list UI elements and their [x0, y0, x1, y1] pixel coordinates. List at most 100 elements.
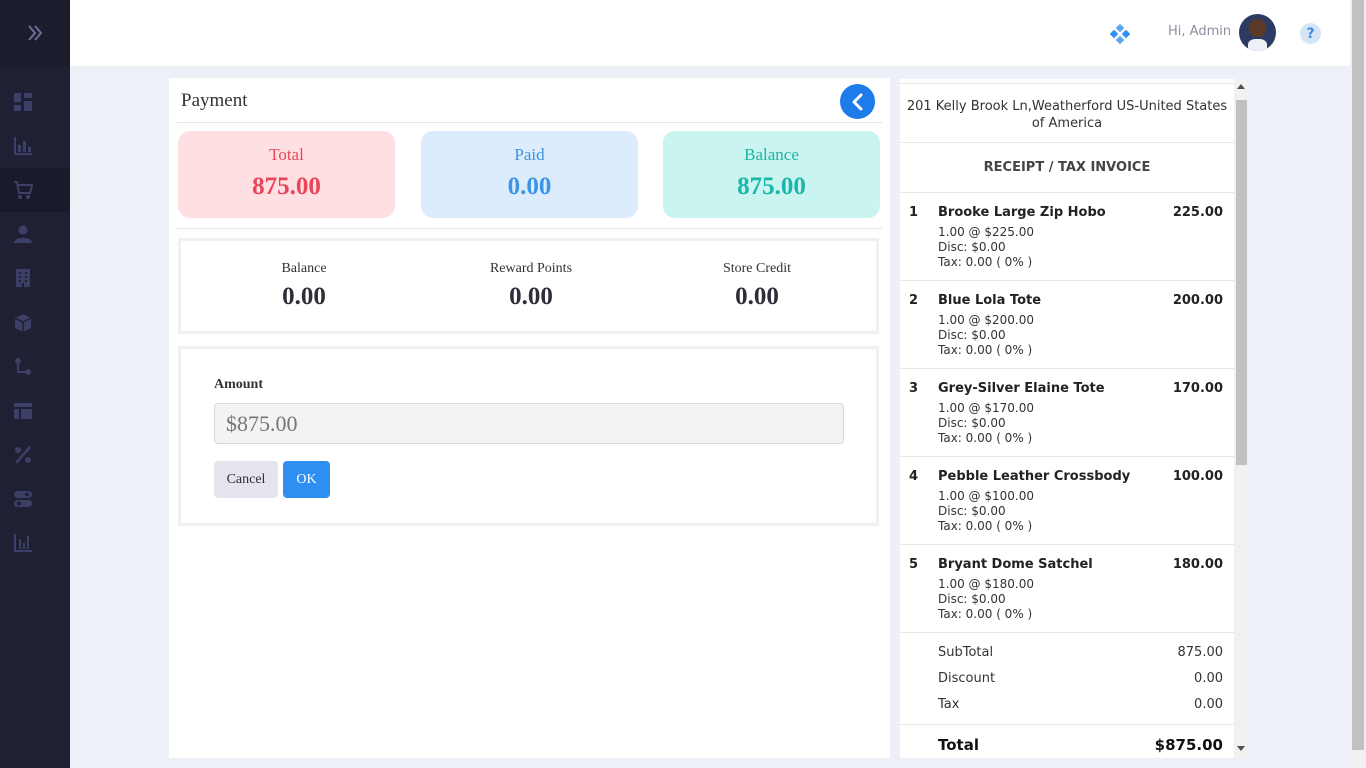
- cancel-button[interactable]: Cancel: [214, 461, 278, 498]
- sidebar-toggle[interactable]: [0, 0, 70, 66]
- subtotal-value: 875.00: [1177, 645, 1224, 660]
- balance-label: Balance: [744, 145, 799, 164]
- receipt-line-item: 1 Brooke Large Zip Hobo 225.00 1.00 @ $2…: [900, 193, 1234, 281]
- item-discount: Disc: $0.00: [938, 416, 1006, 430]
- item-qty: 1.00 @ $180.00: [938, 577, 1034, 591]
- item-name: Pebble Leather Crossbody: [938, 469, 1131, 484]
- divider: [900, 632, 1234, 633]
- reward-points: Reward Points 0.00: [451, 261, 611, 311]
- item-number: 4: [909, 469, 919, 484]
- receipt-total-value: $875.00: [1154, 736, 1223, 754]
- discount-label: Discount: [938, 671, 996, 686]
- avatar[interactable]: [1239, 14, 1276, 51]
- store-credit-value: 0.00: [735, 283, 779, 310]
- amount-label: Amount: [214, 377, 264, 392]
- item-price: 170.00: [1172, 381, 1223, 396]
- customer-balance-label: Balance: [281, 261, 327, 276]
- bar-chart-icon[interactable]: [13, 136, 33, 156]
- reward-points-value: 0.00: [509, 283, 553, 310]
- amount-input[interactable]: [214, 403, 844, 444]
- user-icon[interactable]: [13, 224, 33, 244]
- divider: [900, 83, 1234, 84]
- receipt-total-label: Total: [938, 736, 979, 754]
- divider: [900, 456, 1234, 457]
- double-chevron-right-icon[interactable]: [25, 23, 45, 43]
- tax-value: 0.00: [1194, 697, 1223, 712]
- scroll-down-arrow-icon[interactable]: [1237, 746, 1245, 751]
- page-scrollbar-thumb[interactable]: [1352, 0, 1364, 750]
- item-number: 5: [909, 557, 919, 572]
- back-button[interactable]: [840, 84, 875, 119]
- ok-button[interactable]: OK: [283, 461, 330, 498]
- percent-icon[interactable]: [13, 445, 33, 465]
- toggle-icon[interactable]: [13, 489, 33, 509]
- customer-summary-box: Balance 0.00 Reward Points 0.00 Store Cr…: [178, 238, 879, 334]
- table-icon[interactable]: [13, 401, 33, 421]
- cart-icon[interactable]: [13, 180, 33, 200]
- item-qty: 1.00 @ $170.00: [938, 401, 1034, 415]
- flow-icon[interactable]: [13, 357, 33, 377]
- divider: [177, 122, 882, 123]
- reward-points-label: Reward Points: [489, 261, 573, 276]
- receipt-line-item: 4 Pebble Leather Crossbody 100.00 1.00 @…: [900, 457, 1234, 545]
- divider: [900, 724, 1234, 725]
- divider: [900, 142, 1234, 143]
- receipt-panel: 201 Kelly Brook Ln,Weatherford US-United…: [900, 79, 1234, 758]
- total-card: Total 875.00: [178, 131, 395, 218]
- sidebar-active-highlight: [0, 168, 70, 212]
- payment-title: Payment: [181, 90, 248, 111]
- total-label: Total: [269, 145, 304, 164]
- item-discount: Disc: $0.00: [938, 240, 1006, 254]
- chevron-left-icon: [852, 93, 862, 110]
- report-chart-icon[interactable]: [13, 533, 33, 553]
- top-header: Hi, Admin ?: [70, 0, 1350, 66]
- receipt-heading: RECEIPT / TAX INVOICE: [983, 160, 1151, 175]
- store-address: 201 Kelly Brook Ln,Weatherford US-United…: [906, 99, 1228, 131]
- greeting-text: Hi, Admin: [1168, 24, 1232, 39]
- item-number: 3: [909, 381, 919, 396]
- item-discount: Disc: $0.00: [938, 592, 1006, 606]
- balance-value: 875.00: [737, 173, 806, 200]
- dashboard-icon[interactable]: [13, 92, 33, 112]
- discount-value: 0.00: [1194, 671, 1223, 686]
- receipt-scrollbar-thumb[interactable]: [1236, 100, 1247, 465]
- payment-panel: Payment Total 875.00 Paid 0.00 Balance 8…: [169, 78, 890, 758]
- apps-icon[interactable]: [1109, 23, 1131, 45]
- item-price: 200.00: [1172, 293, 1223, 308]
- paid-card: Paid 0.00: [421, 131, 638, 218]
- paid-value: 0.00: [507, 173, 552, 200]
- customer-balance: Balance 0.00: [224, 261, 384, 311]
- item-price: 180.00: [1172, 557, 1223, 572]
- divider: [900, 544, 1234, 545]
- divider: [177, 228, 882, 229]
- item-price: 225.00: [1172, 205, 1223, 220]
- tax-label: Tax: [938, 697, 960, 712]
- receipt-line-item: 3 Grey-Silver Elaine Tote 170.00 1.00 @ …: [900, 369, 1234, 457]
- item-tax: Tax: 0.00 ( 0% ): [938, 519, 1033, 533]
- scroll-up-arrow-icon[interactable]: [1237, 84, 1245, 89]
- subtotal-label: SubTotal: [938, 645, 994, 660]
- customer-balance-value: 0.00: [282, 283, 326, 310]
- amount-box: Amount Cancel OK: [178, 346, 879, 526]
- item-tax: Tax: 0.00 ( 0% ): [938, 343, 1033, 357]
- receipt-line-item: 5 Bryant Dome Satchel 180.00 1.00 @ $180…: [900, 545, 1234, 633]
- building-icon[interactable]: [13, 268, 33, 288]
- item-name: Blue Lola Tote: [938, 293, 1042, 308]
- item-name: Bryant Dome Satchel: [938, 557, 1093, 572]
- cube-icon[interactable]: [13, 313, 33, 333]
- sidebar: [0, 0, 70, 768]
- receipt-line-item: 2 Blue Lola Tote 200.00 1.00 @ $200.00 D…: [900, 281, 1234, 369]
- divider: [900, 280, 1234, 281]
- item-number: 2: [909, 293, 919, 308]
- item-name: Brooke Large Zip Hobo: [938, 205, 1106, 220]
- item-discount: Disc: $0.00: [938, 504, 1006, 518]
- item-discount: Disc: $0.00: [938, 328, 1006, 342]
- store-credit-label: Store Credit: [722, 261, 792, 276]
- item-number: 1: [909, 205, 919, 220]
- item-tax: Tax: 0.00 ( 0% ): [938, 255, 1033, 269]
- item-qty: 1.00 @ $225.00: [938, 225, 1034, 239]
- item-tax: Tax: 0.00 ( 0% ): [938, 607, 1033, 621]
- total-value: 875.00: [252, 173, 321, 200]
- help-icon[interactable]: ?: [1300, 23, 1321, 44]
- item-qty: 1.00 @ $100.00: [938, 489, 1034, 503]
